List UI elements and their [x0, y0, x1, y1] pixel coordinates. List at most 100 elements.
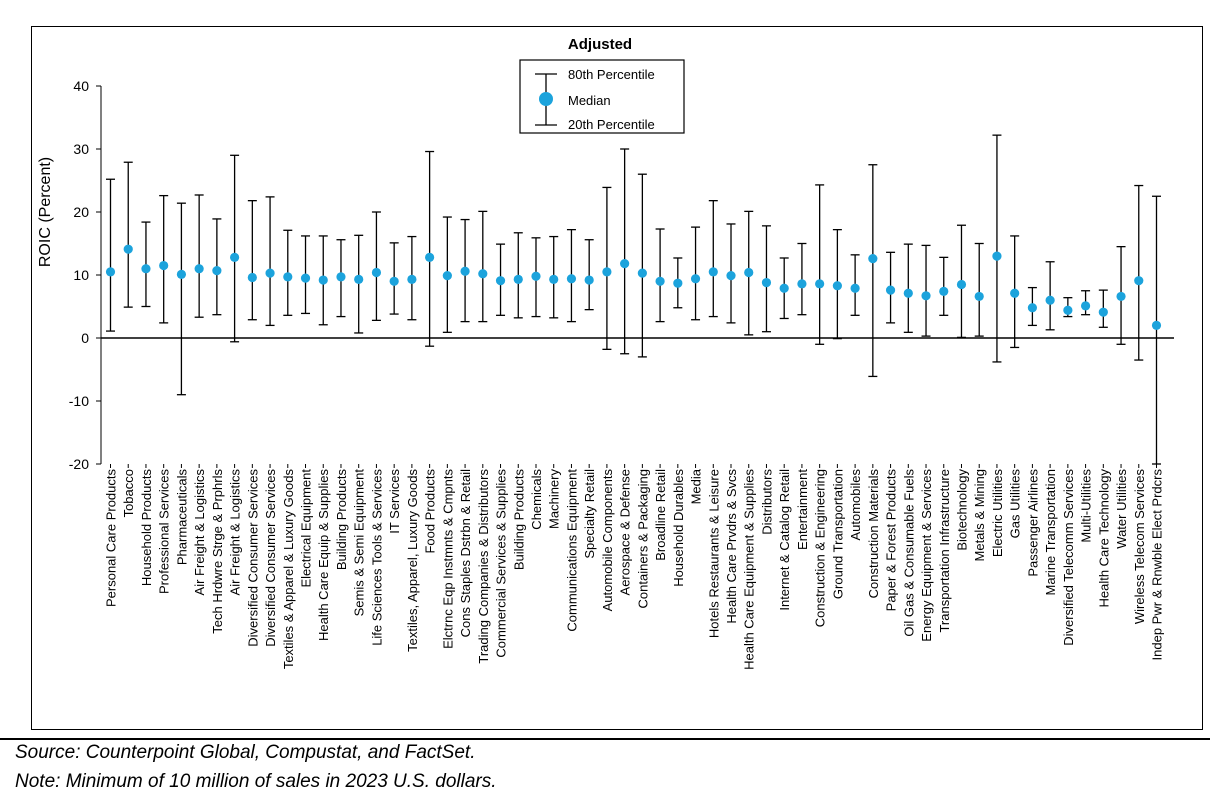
legend-median-marker-icon: [539, 92, 553, 106]
x-tick-label: Metals & Mining: [972, 469, 987, 561]
median-marker: [673, 278, 683, 288]
x-tick-label: Communications Equipment: [564, 469, 579, 632]
x-tick-label: Tech Hrdwre Strge & Prphrls: [210, 469, 225, 634]
median-marker: [336, 272, 346, 282]
x-tick-label: Media: [689, 468, 704, 504]
median-marker: [1080, 301, 1091, 311]
x-tick-label: Paper & Forest Products: [884, 469, 899, 612]
median-marker: [495, 276, 506, 286]
x-tick-label: Electric Utilities: [990, 469, 1005, 558]
x-tick-label: Diversified Consumer Services: [263, 469, 278, 647]
x-tick-label: Diversified Consumer Services: [245, 469, 260, 647]
median-marker: [354, 274, 364, 285]
x-tick-label: Diversified Telecomm Services: [1061, 469, 1076, 646]
x-tick-label: Food Products: [423, 469, 438, 554]
median-marker: [832, 281, 842, 291]
x-tick-label: Health Care Prvdrs & Svcs: [724, 469, 739, 624]
median-marker: [744, 267, 754, 278]
y-tick-label: 20: [73, 204, 89, 220]
x-tick-label: Wireless Telecom Services: [1132, 469, 1147, 625]
median-marker: [176, 269, 187, 279]
x-tick-label: Distributors: [759, 469, 774, 535]
x-tick-label: Internet & Catalog Retail: [777, 469, 792, 611]
x-tick-label: Ground Transportation: [830, 469, 845, 599]
median-marker: [779, 283, 789, 293]
x-tick-label: IT Services: [387, 469, 402, 534]
x-tick-label: Building Products: [334, 469, 349, 571]
x-tick-label: Containers & Packaging: [635, 469, 650, 608]
x-tick-label: Personal Care Products: [104, 469, 119, 608]
x-tick-label: Broadline Retail: [653, 469, 668, 561]
x-tick-label: Household Products: [139, 469, 154, 587]
median-marker: [885, 285, 896, 295]
x-tick-label: Specialty Retail: [582, 469, 597, 559]
median-marker: [123, 244, 133, 254]
x-tick-label: Commercial Services & Supplies: [494, 469, 509, 658]
median-marker: [620, 259, 630, 269]
x-tick-label: Passenger Airlines: [1025, 469, 1040, 577]
median-marker: [318, 275, 328, 285]
chart-title: Adjusted: [568, 36, 632, 53]
median-marker: [1151, 320, 1162, 330]
median-marker: [1045, 295, 1055, 305]
median-marker: [478, 269, 488, 279]
x-tick-label: Automobile Components: [600, 469, 615, 612]
errorbar-group: [106, 134, 1161, 465]
median-marker: [389, 276, 399, 286]
median-marker: [1010, 288, 1020, 298]
y-tick-label: -20: [69, 456, 89, 472]
median-marker: [265, 268, 275, 278]
x-tick-label: Textiles, Apparel, Luxury Goods: [405, 469, 420, 652]
x-tick-label: Tobacco: [121, 469, 136, 517]
median-marker: [815, 279, 825, 289]
median-marker: [212, 265, 222, 276]
x-tick-label: Construction & Engineering: [813, 469, 828, 627]
x-tick-label: Health Care Equip & Supplies: [316, 469, 331, 641]
y-tick-group: -20 -10 0 10 20 30 40: [69, 78, 101, 472]
y-tick-label: 0: [81, 330, 89, 346]
x-tick-label: Pharmaceuticals: [174, 469, 189, 566]
median-marker: [300, 273, 311, 283]
median-marker: [513, 274, 523, 285]
median-marker: [850, 283, 860, 293]
x-tick-label: Gas Utilities: [1008, 469, 1023, 539]
y-tick-label: 40: [73, 78, 89, 94]
x-tick-label: Electrical Equipment: [299, 469, 314, 588]
x-tick-label: Cons Staples Dstrbn & Retail: [458, 469, 473, 637]
median-marker: [407, 274, 417, 285]
legend-label-median: Median: [568, 93, 611, 108]
x-tick-label-group: Personal Care Products Tobacco Household P…: [104, 464, 1165, 670]
x-tick-label: Semis & Semi Equipment: [352, 469, 367, 617]
median-marker: [761, 277, 772, 288]
x-tick-label: Oil Gas & Consumable Fuels: [901, 469, 916, 637]
x-tick-label: Elctrnc Eqp Instmnts & Cmpnts: [440, 469, 455, 649]
median-marker: [1098, 307, 1108, 317]
median-marker: [460, 266, 470, 276]
x-tick-label: Health Care Equipment & Supplies: [742, 469, 757, 670]
median-marker: [1027, 303, 1037, 313]
x-tick-label: Textiles & Apparel & Luxury Goods: [281, 469, 296, 670]
x-tick-label: Chemicals: [529, 469, 544, 530]
median-marker: [655, 276, 665, 286]
median-marker: [584, 275, 594, 285]
median-marker: [602, 267, 612, 277]
x-tick-label: Aerospace & Defense: [618, 469, 633, 595]
x-tick-label: Transportation Infrastructure: [937, 469, 952, 633]
median-marker: [939, 286, 949, 296]
median-marker: [531, 271, 541, 281]
x-tick-label: Multi-Utilities: [1079, 469, 1094, 543]
x-tick-label: Health Care Technology: [1096, 469, 1111, 608]
y-tick-label: -10: [69, 393, 89, 409]
x-tick-label: Biotechnology: [954, 469, 969, 551]
median-marker: [549, 274, 559, 285]
median-marker: [992, 251, 1002, 261]
legend-label-20th: 20th Percentile: [568, 117, 655, 132]
x-tick-label: Trading Companies & Distributors: [476, 468, 491, 663]
median-marker: [708, 267, 718, 277]
y-tick-label: 10: [73, 267, 89, 283]
median-marker: [194, 264, 204, 274]
x-tick-label: Entertainment: [795, 469, 810, 550]
median-marker: [283, 272, 293, 282]
median-marker-group: [105, 244, 1162, 330]
legend-label-80th: 80th Percentile: [568, 67, 655, 82]
